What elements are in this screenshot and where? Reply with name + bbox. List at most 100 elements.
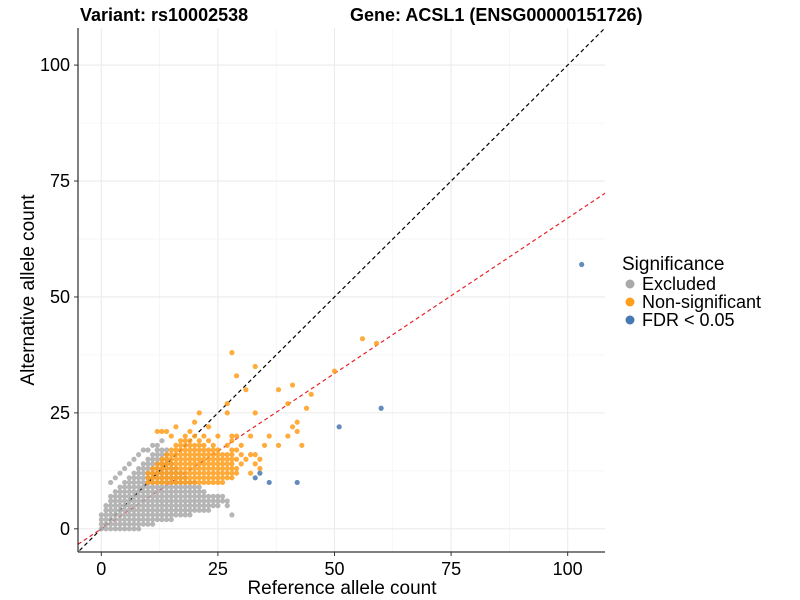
data-point — [122, 503, 128, 509]
reference-line — [78, 28, 605, 552]
data-point — [238, 452, 244, 458]
data-point — [112, 512, 118, 518]
y-tick-label: 25 — [50, 403, 70, 423]
data-point — [126, 507, 132, 513]
legend-label: FDR < 0.05 — [642, 310, 735, 330]
data-point — [164, 489, 170, 495]
data-point — [145, 475, 151, 481]
data-point — [331, 368, 338, 374]
data-point — [154, 461, 160, 467]
data-point — [159, 465, 165, 472]
data-point — [136, 503, 142, 509]
data-point — [159, 461, 165, 467]
data-point — [178, 507, 184, 513]
data-point — [131, 521, 137, 527]
data-point — [191, 479, 198, 486]
data-point — [98, 526, 104, 532]
data-point — [168, 470, 174, 476]
data-point — [201, 470, 207, 476]
data-point — [150, 442, 156, 448]
data-point — [285, 401, 291, 407]
data-point — [275, 387, 282, 393]
data-point — [252, 452, 258, 458]
data-point — [187, 479, 193, 486]
reference-line — [78, 192, 605, 546]
data-point — [215, 465, 221, 472]
data-point — [131, 456, 137, 462]
data-point — [289, 424, 296, 430]
data-point — [201, 461, 207, 467]
data-point — [187, 503, 193, 509]
data-point — [191, 442, 198, 448]
data-point — [108, 503, 114, 509]
data-point — [154, 512, 160, 518]
data-point — [154, 428, 160, 435]
data-point — [136, 526, 142, 532]
data-point — [201, 456, 207, 462]
data-point — [219, 461, 226, 467]
data-point — [112, 498, 118, 504]
data-point — [229, 350, 235, 356]
data-point — [215, 498, 221, 504]
data-point — [238, 461, 244, 467]
data-point — [164, 479, 170, 486]
data-point — [136, 493, 142, 499]
data-point — [145, 521, 151, 527]
data-point — [299, 442, 305, 448]
data-point — [122, 507, 128, 513]
data-point — [252, 475, 258, 481]
data-point — [182, 438, 188, 444]
data-point — [98, 516, 104, 523]
data-point — [178, 456, 184, 462]
reference-lines — [78, 28, 605, 552]
data-point — [154, 493, 160, 499]
data-point — [224, 470, 230, 476]
data-point — [126, 475, 132, 481]
data-point — [201, 442, 207, 448]
data-point — [224, 503, 230, 509]
data-point — [178, 475, 184, 481]
data-point — [150, 516, 156, 523]
data-point — [140, 461, 146, 467]
data-point — [168, 433, 174, 439]
data-point — [140, 516, 146, 523]
data-point — [117, 526, 123, 532]
data-point — [150, 507, 156, 513]
data-point — [187, 438, 193, 444]
data-point — [168, 507, 174, 513]
data-point — [126, 512, 132, 518]
x-tick-label: 75 — [441, 559, 461, 579]
data-point — [205, 424, 212, 430]
data-point — [112, 521, 118, 527]
data-point — [159, 503, 165, 509]
data-point — [154, 484, 160, 490]
data-point — [201, 493, 207, 499]
data-point — [164, 498, 170, 504]
data-point — [168, 484, 174, 490]
data-point — [168, 479, 174, 486]
data-point — [196, 475, 202, 481]
y-axis-ticks: 0 25 50 75 100 — [40, 55, 78, 539]
data-point — [136, 452, 142, 458]
data-point — [164, 452, 170, 458]
data-point — [205, 465, 212, 472]
data-point — [131, 507, 137, 513]
data-point — [378, 405, 384, 411]
data-point — [229, 465, 235, 472]
data-point — [178, 493, 184, 499]
data-point — [215, 447, 221, 453]
data-point — [112, 489, 118, 495]
data-point — [140, 470, 146, 476]
data-point — [117, 498, 123, 504]
data-point — [187, 456, 193, 462]
y-tick-label: 0 — [60, 519, 70, 539]
data-point — [224, 461, 230, 467]
data-point — [164, 507, 170, 513]
data-point — [159, 498, 165, 504]
data-point — [201, 507, 207, 513]
data-point — [136, 516, 142, 523]
data-point — [182, 498, 188, 504]
data-point — [164, 475, 170, 481]
data-point — [159, 470, 165, 476]
